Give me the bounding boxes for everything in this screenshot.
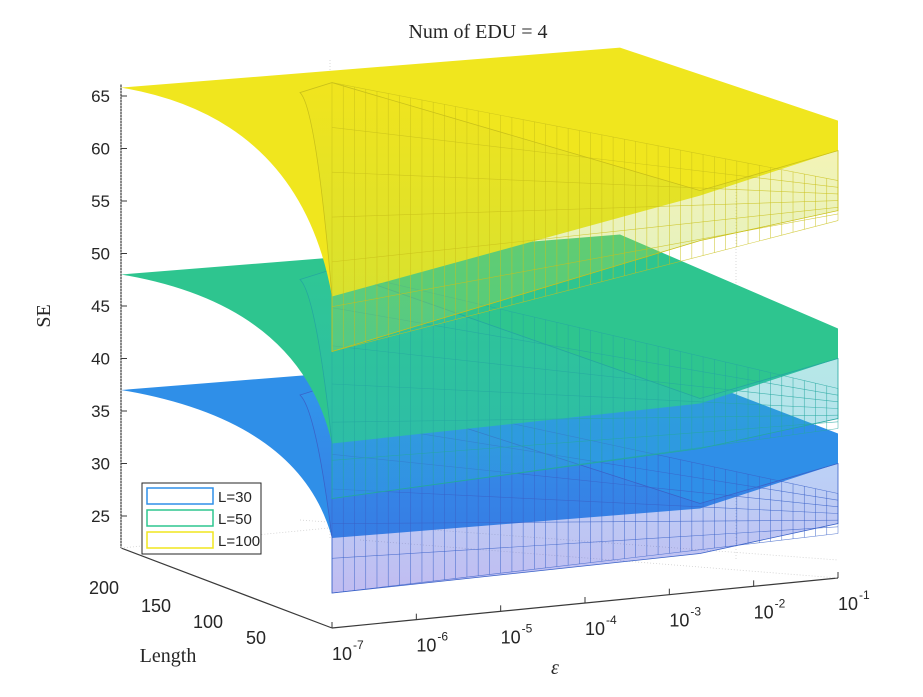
- chart-title: Num of EDU = 4: [408, 21, 547, 43]
- x-tick-base: 10: [585, 619, 605, 639]
- z-tick-label: 60: [91, 140, 110, 159]
- z-tick-label: 25: [91, 507, 110, 526]
- y-tick-label: 100: [193, 612, 223, 632]
- x-tick-exponent: -2: [775, 596, 786, 610]
- y-tick-label: 200: [89, 578, 119, 598]
- x-tick-exponent: -7: [353, 638, 364, 652]
- x-tick-label: 10 -3: [669, 605, 701, 631]
- x-tick-base: 10: [501, 627, 521, 647]
- z-tick-label: 35: [91, 402, 110, 421]
- x-tick-exponent: -3: [690, 605, 701, 619]
- x-tick-exponent: -1: [859, 588, 870, 602]
- x-tick-labels: 10 -7 10 -6 10 -5 10 -4 10 -3 10 -2 10 -1: [331, 572, 870, 664]
- x-tick-label: 10 -6: [416, 630, 448, 656]
- z-tick-labels: 25 30 35 40 45 50 55 60 65: [91, 87, 127, 526]
- mesh-line: [331, 200, 839, 218]
- surface-front: [299, 82, 839, 353]
- mesh-line: [331, 127, 839, 188]
- y-axis-label: Length: [140, 645, 197, 667]
- z-tick-label: 45: [91, 297, 110, 316]
- mesh-line: [331, 526, 839, 559]
- mesh-line: [331, 428, 839, 499]
- y-tick-label: 150: [141, 596, 171, 616]
- legend-label: L=30: [218, 489, 252, 506]
- y-tick-labels: 200 150 100 50: [89, 578, 266, 648]
- x-tick-exponent: -4: [606, 613, 617, 627]
- mesh-line: [331, 383, 839, 409]
- legend-swatch: [146, 531, 214, 549]
- surface-front: [299, 269, 839, 499]
- z-tick-label: 65: [91, 87, 110, 106]
- mesh-line: [331, 206, 839, 263]
- surface-l-50: [121, 234, 839, 499]
- z-axis-label: SE: [33, 304, 55, 327]
- mesh-line: [331, 414, 839, 423]
- mesh-line: [331, 171, 839, 195]
- mesh-line: [331, 421, 839, 461]
- legend-label: L=100: [218, 533, 260, 550]
- z-tick-label: 50: [91, 245, 110, 264]
- legend-swatch: [146, 509, 214, 527]
- z-tick-label: 40: [91, 350, 110, 369]
- mesh-line: [331, 82, 839, 181]
- mesh-line: [331, 533, 839, 594]
- z-tick-label: 55: [91, 192, 110, 211]
- surfaces: [121, 47, 839, 594]
- z-tick-label: 30: [91, 455, 110, 474]
- legend: L=30 L=50 L=100: [141, 482, 262, 555]
- x-tick-label: 10 -5: [501, 621, 533, 647]
- legend-swatch: [146, 487, 214, 505]
- x-tick-exponent: -6: [437, 630, 448, 644]
- x-tick-base: 10: [416, 636, 436, 656]
- x-tick-label: 10 -2: [754, 596, 786, 622]
- mesh-line: [331, 220, 839, 352]
- y-tick-label: 50: [246, 628, 266, 648]
- legend-label: L=50: [218, 511, 252, 528]
- mesh-line: [331, 213, 839, 307]
- mesh-line: [331, 519, 839, 524]
- x-tick-base: 10: [669, 611, 689, 631]
- x-tick-label: 10 -4: [585, 613, 617, 639]
- x-tick-base: 10: [838, 594, 858, 614]
- x-axis-label: ε: [551, 657, 559, 679]
- x-tick-base: 10: [754, 602, 774, 622]
- mesh-line: [331, 345, 839, 403]
- surface-l-100: [121, 47, 839, 353]
- x-tick-base: 10: [332, 644, 352, 664]
- x-tick-label: 10 -1: [838, 588, 870, 614]
- mesh-line: [331, 488, 839, 514]
- x-tick-label: 10 -7: [332, 638, 364, 664]
- x-tick-exponent: -5: [522, 621, 533, 635]
